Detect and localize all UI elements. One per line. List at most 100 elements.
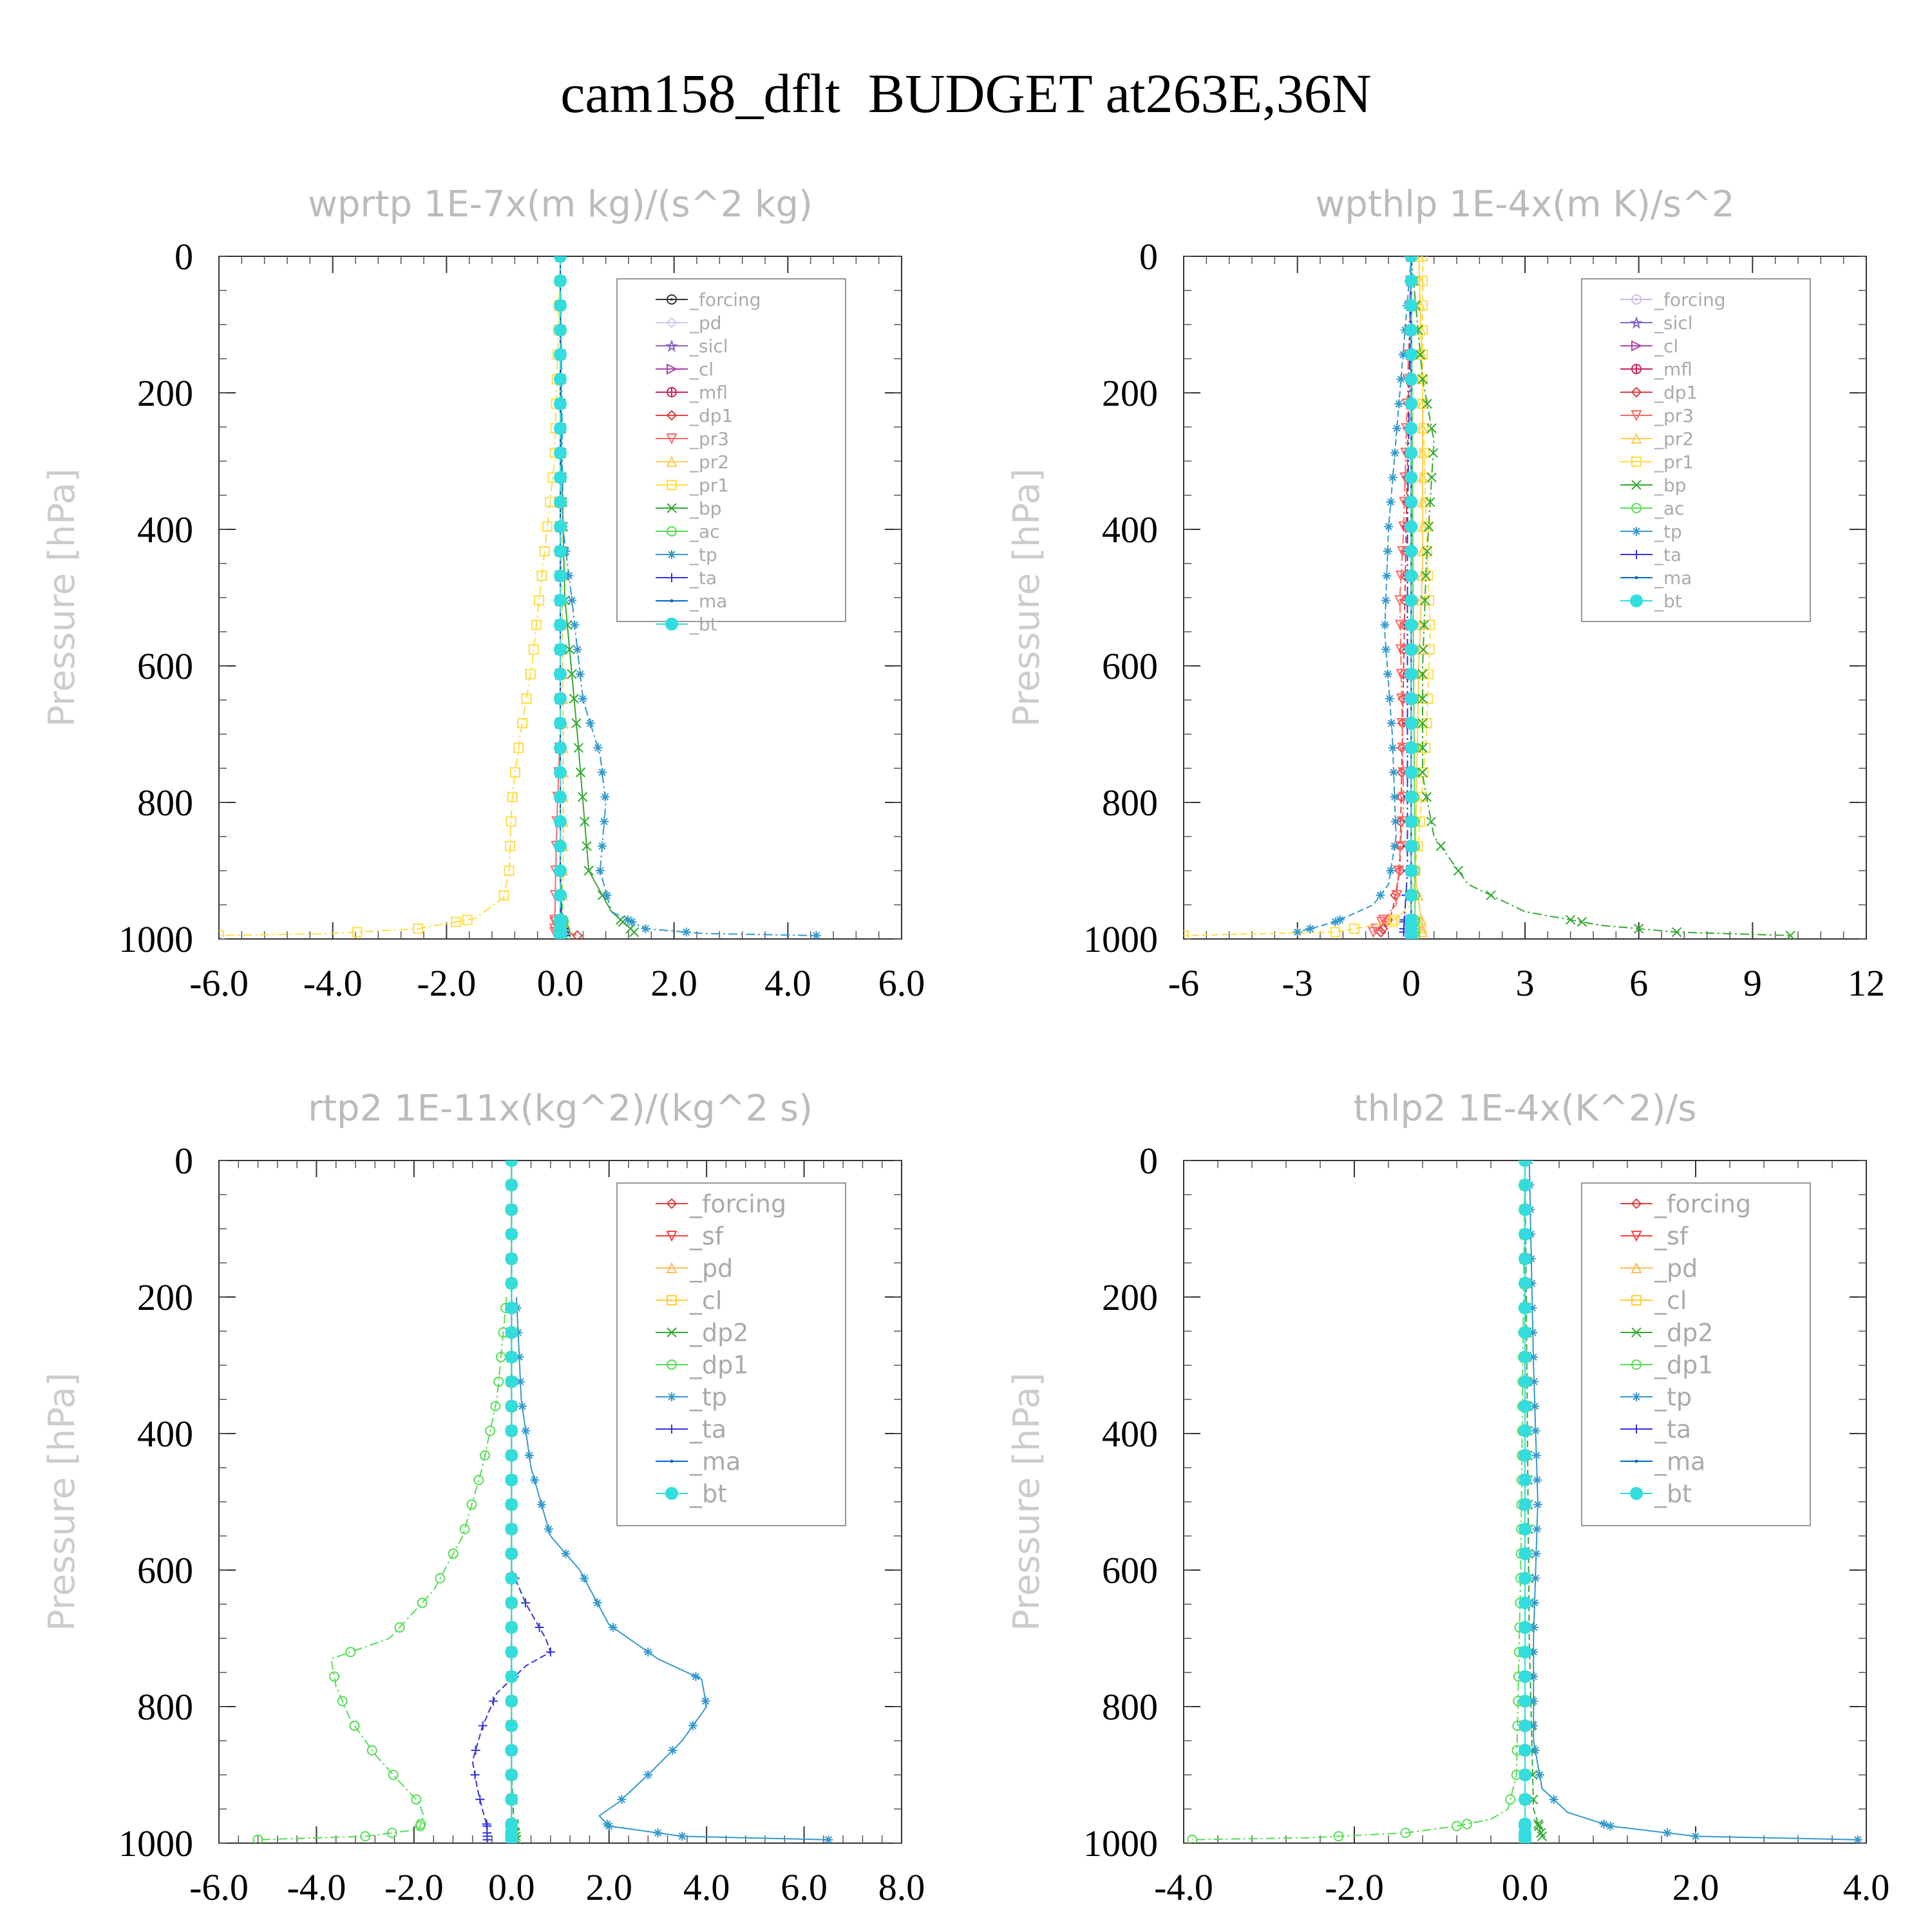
data-point xyxy=(554,299,567,312)
x-tick-label: 4.0 xyxy=(1843,1866,1890,1908)
chart-panel-1: wprtp 1E-7x(m kg)/(s^2 kg) Pressure [hPa]… xyxy=(41,184,925,1004)
data-point xyxy=(1519,1670,1531,1683)
legend-item: _ta xyxy=(656,1415,726,1443)
data-point xyxy=(1349,923,1359,934)
series-bt xyxy=(1519,1160,1531,1843)
legend-box xyxy=(1581,278,1811,622)
legend-marker xyxy=(1631,1295,1642,1305)
data-point xyxy=(1519,1571,1531,1585)
data-point xyxy=(1785,930,1795,939)
data-point xyxy=(509,767,520,778)
data-point xyxy=(386,1828,397,1839)
data-point xyxy=(490,1401,501,1412)
legend-item: _sicl xyxy=(1620,312,1693,334)
data-point xyxy=(583,866,594,876)
series-pr1 xyxy=(219,256,565,939)
data-point xyxy=(573,645,582,654)
data-point xyxy=(617,1795,627,1804)
data-point xyxy=(1388,473,1397,482)
data-point xyxy=(252,1834,263,1843)
data-point xyxy=(1529,1696,1539,1706)
legend-item: _ma xyxy=(656,591,727,612)
data-point xyxy=(575,669,585,679)
legend-marker xyxy=(667,550,676,559)
data-point xyxy=(554,889,567,902)
data-point xyxy=(1531,1450,1541,1460)
data-point xyxy=(1405,323,1418,337)
data-point xyxy=(1376,891,1385,900)
legend-marker xyxy=(666,317,677,328)
legend-label: _pd xyxy=(689,312,722,334)
x-tick-label: 0.0 xyxy=(1502,1866,1549,1908)
chart-title: rtp2 1E-11x(kg^2)/(kg^2 s) xyxy=(308,1088,813,1130)
legend-label: _ma xyxy=(1654,1447,1705,1475)
data-point xyxy=(1394,595,1406,607)
data-point xyxy=(554,495,567,509)
legend-label: _bp xyxy=(1654,475,1687,496)
data-point xyxy=(1519,1276,1531,1290)
legend-item: _dp2 xyxy=(1620,1318,1713,1347)
chart-title: wprtp 1E-7x(m kg)/(s^2 kg) xyxy=(308,184,813,225)
data-point xyxy=(1405,348,1418,361)
data-point xyxy=(1452,1821,1462,1832)
legend-marker xyxy=(667,1327,677,1338)
legend-marker xyxy=(1631,1198,1642,1209)
legend-item: _bp xyxy=(1620,475,1687,496)
data-point xyxy=(554,790,567,804)
legend-marker xyxy=(670,1459,674,1463)
data-point xyxy=(471,1745,480,1755)
data-point xyxy=(1529,1647,1539,1657)
data-point xyxy=(505,1793,518,1806)
data-point xyxy=(505,1743,518,1757)
data-point xyxy=(1529,1672,1539,1681)
x-tick-label: -4.0 xyxy=(1154,1866,1213,1908)
legend-marker xyxy=(1631,457,1642,467)
data-point xyxy=(536,571,547,582)
x-tick-label: -2.0 xyxy=(384,1866,444,1908)
legend-item: _ac xyxy=(656,521,720,542)
legend-label: _forcing xyxy=(689,1189,786,1218)
data-point xyxy=(1519,1252,1531,1265)
legend-item: _sf xyxy=(1620,1222,1689,1250)
legend-marker xyxy=(1631,340,1643,352)
data-point xyxy=(485,1425,496,1436)
series-bp xyxy=(1406,256,1795,939)
series-line xyxy=(1410,256,1791,936)
data-point xyxy=(505,1301,518,1314)
legend-item: _pr2 xyxy=(656,451,729,473)
data-point xyxy=(462,914,473,925)
y-axis-label: Pressure [hPa] xyxy=(41,1372,83,1631)
data-point xyxy=(1417,926,1428,938)
data-point xyxy=(394,1622,405,1633)
data-point xyxy=(554,717,567,730)
data-point xyxy=(1405,520,1418,533)
data-point xyxy=(505,1473,518,1487)
y-tick-label: 800 xyxy=(1102,782,1158,824)
data-point xyxy=(1423,668,1434,679)
plot-area xyxy=(252,1160,833,1843)
legend-item: _ta xyxy=(1620,1415,1691,1443)
legend-item: _dp2 xyxy=(656,1318,748,1347)
legend-label: _bt xyxy=(1654,1479,1692,1508)
legend-item: _tp xyxy=(1620,1383,1692,1411)
data-point xyxy=(505,1596,518,1609)
legend-item: _pr1 xyxy=(656,475,729,496)
data-point xyxy=(1519,1522,1531,1536)
data-point xyxy=(1383,669,1392,679)
legend-label: _pr2 xyxy=(1654,428,1694,450)
data-point xyxy=(561,1549,571,1558)
data-point xyxy=(1519,1621,1531,1634)
data-point xyxy=(1565,914,1576,925)
data-point xyxy=(1400,1828,1411,1839)
legend-marker xyxy=(667,503,677,513)
data-point xyxy=(1530,1745,1540,1755)
data-point xyxy=(1421,791,1432,802)
legend-item: _forcing xyxy=(1620,1189,1751,1218)
data-point xyxy=(554,929,567,939)
data-point xyxy=(1528,1328,1538,1338)
data-point xyxy=(1532,1475,1542,1485)
legend-label: _cl xyxy=(1654,1286,1687,1314)
data-point xyxy=(1417,669,1428,679)
data-point xyxy=(1389,768,1399,777)
data-point xyxy=(506,816,516,827)
